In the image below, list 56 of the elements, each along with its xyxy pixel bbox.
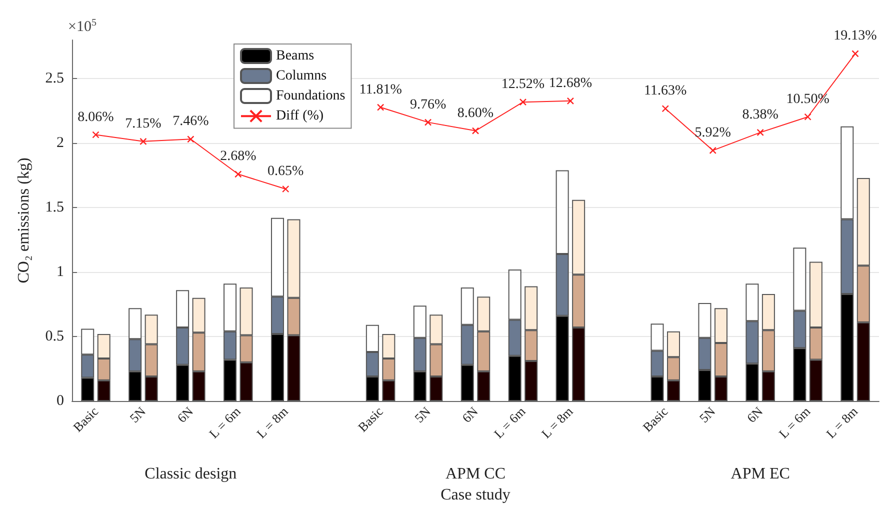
point	[234, 170, 242, 178]
legend-label: Beams	[276, 48, 314, 64]
legend-label: Columns	[276, 68, 327, 84]
y-tick-label: 1.5	[45, 200, 64, 216]
data-label: 8.60%	[457, 106, 494, 121]
data-label: 5.92%	[694, 125, 732, 140]
x-tick-label: 5N	[696, 403, 719, 426]
text: APM EC	[730, 466, 790, 482]
x-tick-label: 5N	[126, 403, 149, 426]
point	[709, 146, 716, 154]
x-tick-label: 6N	[174, 403, 196, 426]
x-axis-title: Case study	[440, 486, 510, 504]
point	[519, 98, 527, 106]
x-tick-label: L = 8m	[823, 404, 861, 442]
y-tick-label: 2	[56, 135, 64, 152]
x-tick-label: L = 6m	[490, 404, 528, 442]
data-label: 8.06%	[78, 110, 114, 125]
data-label: 8.38%	[742, 107, 779, 122]
point	[472, 127, 480, 134]
data-label: 0.65%	[268, 164, 304, 180]
point	[662, 105, 669, 112]
data-label: 12.68%	[548, 76, 592, 91]
y-tick-label: 0.5	[45, 328, 64, 345]
x-tick-label: L = 6m	[206, 404, 244, 442]
x-tick-label: 5N	[412, 403, 434, 426]
data-label: 7.46%	[172, 114, 210, 130]
text: APM CC	[445, 466, 506, 482]
point	[92, 131, 100, 138]
data-label: 11.63%	[644, 84, 688, 99]
data-label: 19.13%	[834, 28, 878, 44]
data-label: 2.68%	[220, 149, 257, 164]
point	[566, 97, 574, 105]
y-tick-label: 2.5	[45, 70, 64, 87]
point	[187, 136, 194, 143]
y-tick-label: 1	[56, 264, 64, 280]
x-tick-label: L = 6m	[776, 404, 814, 442]
point	[756, 128, 764, 136]
x-tick-label: L = 8m	[538, 404, 576, 442]
point	[424, 118, 432, 126]
data-label: 9.76%	[410, 97, 446, 112]
y-axis-title: CO₂ emissions (kg)	[16, 158, 32, 284]
x-tick-label: 6N	[744, 403, 766, 426]
legend-label: Diff (%)	[276, 108, 324, 124]
data-label: 11.81%	[359, 82, 402, 98]
x-tick-label: L = 8m	[254, 404, 291, 442]
point	[140, 138, 147, 146]
y-tick-label: 0	[56, 393, 64, 409]
point	[852, 50, 859, 58]
legend-label: Foundations	[276, 88, 346, 104]
x-tick-label: 6N	[458, 403, 482, 426]
text: Classic design	[144, 466, 237, 482]
data-label: 7.15%	[125, 116, 162, 132]
point	[376, 104, 384, 111]
point	[282, 185, 290, 193]
point	[804, 113, 812, 120]
data-label: 12.52%	[501, 77, 545, 92]
